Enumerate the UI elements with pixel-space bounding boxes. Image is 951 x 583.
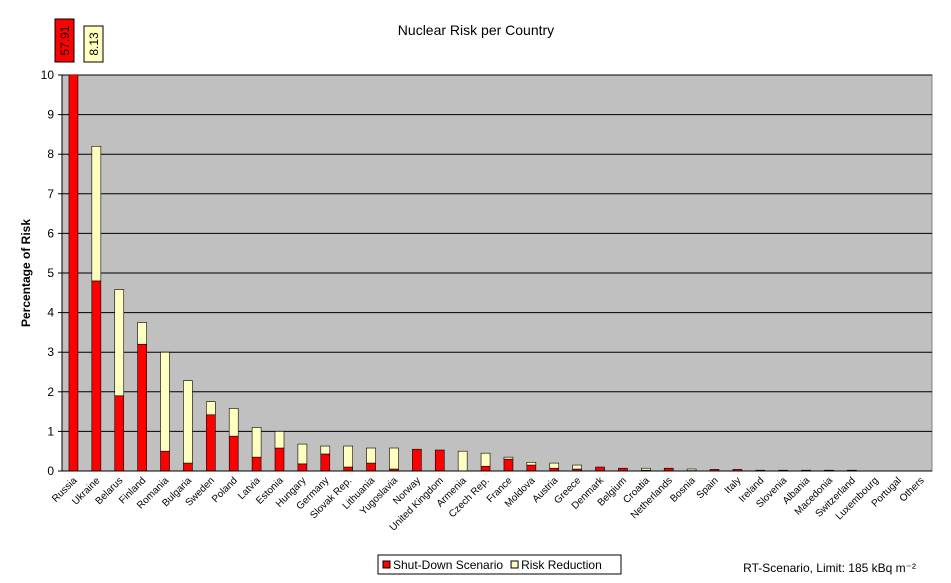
- bar-segment: [686, 468, 697, 471]
- y-axis-label: Percentage of Risk: [19, 219, 33, 327]
- legend-label: Shut-Down Scenario: [393, 558, 503, 572]
- bar-segment: [366, 447, 376, 464]
- bar-segment: [251, 456, 262, 471]
- legend-swatch: [382, 560, 391, 569]
- bar-segment: [274, 431, 285, 449]
- x-tick-label: Spain: [695, 475, 721, 501]
- bar-segment: [137, 343, 147, 471]
- offscale-box: [83, 25, 104, 63]
- y-tick-label: 7: [47, 187, 54, 201]
- bar-segment: [183, 380, 193, 464]
- bar-segment: [160, 450, 170, 471]
- y-tick-label: 8: [47, 147, 54, 161]
- bar-segment: [137, 322, 147, 345]
- bar-segment: [389, 447, 399, 470]
- y-tick-label: 4: [47, 306, 54, 320]
- bar-segment: [549, 462, 560, 469]
- bar-segment: [320, 453, 331, 471]
- bar-segment: [366, 462, 376, 471]
- y-tick-label: 5: [47, 266, 54, 280]
- bar-segment: [114, 395, 125, 471]
- offscale-label: 57.91: [58, 25, 72, 55]
- y-tick-label: 0: [47, 464, 54, 478]
- bar-segment: [91, 280, 102, 471]
- bar-segment: [114, 289, 125, 397]
- bar-segment: [503, 458, 514, 471]
- bar-segment: [206, 401, 216, 416]
- bar-segment: [503, 456, 514, 460]
- note: RT-Scenario, Limit: 185 kBq m⁻²: [743, 561, 916, 575]
- bar-segment: [297, 443, 308, 465]
- bar-segment: [572, 464, 582, 470]
- bar-segment: [274, 447, 285, 471]
- x-tick-label: Poland: [210, 475, 240, 505]
- y-tick-label: 1: [47, 424, 54, 438]
- bar-segment: [457, 450, 468, 471]
- bars: [68, 75, 857, 471]
- offscale-label: 8.13: [87, 32, 101, 56]
- bar-segment: [526, 461, 537, 466]
- offscale-box: [54, 18, 75, 63]
- bar-segment: [228, 408, 239, 437]
- bar-segment: [183, 462, 193, 471]
- y-tick-label: 9: [47, 108, 54, 122]
- bar-segment: [343, 466, 353, 471]
- bar-segment: [526, 464, 537, 471]
- chart-title: Nuclear Risk per Country: [398, 22, 554, 38]
- y-tick-label: 6: [47, 226, 54, 240]
- x-tick-label: Others: [898, 475, 927, 504]
- bar-segment: [434, 449, 445, 471]
- legend-swatch: [510, 560, 519, 569]
- y-tick-label: 2: [47, 385, 54, 399]
- bar-segment: [343, 445, 353, 468]
- bar-segment: [206, 414, 216, 471]
- bar-segment: [412, 448, 422, 471]
- y-tick-label: 3: [47, 345, 54, 359]
- bar-segment: [320, 445, 331, 455]
- bar-segment: [160, 351, 170, 452]
- bar-segment: [91, 145, 102, 282]
- bar-segment: [641, 467, 651, 471]
- bar-segment: [297, 463, 308, 471]
- bar-segment: [68, 75, 79, 471]
- bar-segment: [480, 452, 491, 467]
- bar-segment: [480, 465, 491, 471]
- legend-label: Risk Reduction: [521, 558, 602, 572]
- x-tick-label: Bosnia: [668, 475, 698, 505]
- bar-segment: [595, 466, 605, 471]
- legend-box: [377, 554, 622, 575]
- bar-segment: [228, 435, 239, 471]
- y-tick-label: 10: [41, 68, 55, 82]
- bar-segment: [251, 427, 262, 458]
